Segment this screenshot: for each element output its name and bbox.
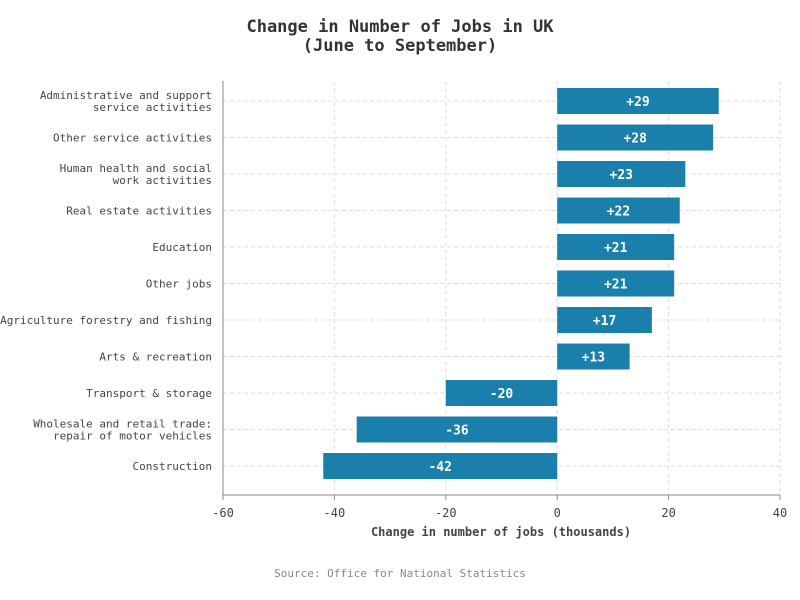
bar (557, 270, 675, 297)
bar-value-label: +17 (593, 314, 616, 329)
x-axis-label: Change in number of jobs (thousands) (371, 525, 631, 539)
bar (356, 416, 558, 443)
bar-value-label: +13 (582, 351, 605, 366)
x-tick-label: -40 (324, 506, 346, 520)
category-label: Wholesale and retail trade: (33, 418, 212, 431)
bar-value-label: +29 (626, 95, 649, 110)
category-label: Administrative and support (40, 89, 212, 102)
x-tick-label: -20 (435, 506, 457, 520)
bar-value-label: +28 (623, 132, 647, 147)
bar-value-label: -42 (428, 460, 451, 475)
x-tick-label: 20 (661, 506, 675, 520)
bar-value-label: +22 (607, 205, 630, 220)
x-tick-label: -60 (212, 506, 234, 520)
category-label: Education (152, 241, 212, 254)
bar (557, 88, 719, 114)
source-note: Source: Office for National Statistics (274, 567, 526, 580)
category-label: work activities (113, 174, 212, 187)
category-label: Agriculture forestry and fishing (0, 314, 212, 327)
x-axis-ticks: -60 -40 -20 0 20 40 (212, 495, 787, 520)
category-label: Construction (133, 460, 212, 473)
bar (323, 453, 558, 479)
category-label: Other service activities (53, 132, 212, 145)
category-label: service activities (93, 101, 212, 114)
chart-title-line-2: (June to September) (303, 36, 497, 56)
bar (557, 197, 680, 224)
category-label: Arts & recreation (99, 351, 212, 364)
bar-value-label: +21 (604, 278, 628, 293)
category-label: Other jobs (146, 278, 212, 291)
bar-value-label: +23 (610, 168, 633, 183)
x-tick-label: 0 (554, 506, 561, 520)
bar-value-label: -36 (445, 424, 469, 439)
bar (557, 343, 630, 370)
bars: +29 +28 +23 +22 +21 +21 +17 +13 -20 -36 -42 (323, 88, 719, 479)
category-label: Human health and social (60, 162, 212, 175)
category-label: repair of motor vehicles (53, 430, 212, 443)
x-tick-label: 40 (773, 506, 787, 520)
bar (445, 380, 558, 406)
category-label: Real estate activities (66, 205, 212, 218)
bar (557, 234, 675, 260)
bar-value-label: +21 (604, 241, 628, 256)
category-label: Transport & storage (86, 387, 212, 400)
bar-value-label: -20 (490, 387, 514, 402)
bar (557, 124, 714, 151)
chart-title-line-1: Change in Number of Jobs in UK (246, 17, 554, 37)
bar (557, 307, 652, 333)
bar (557, 161, 686, 187)
